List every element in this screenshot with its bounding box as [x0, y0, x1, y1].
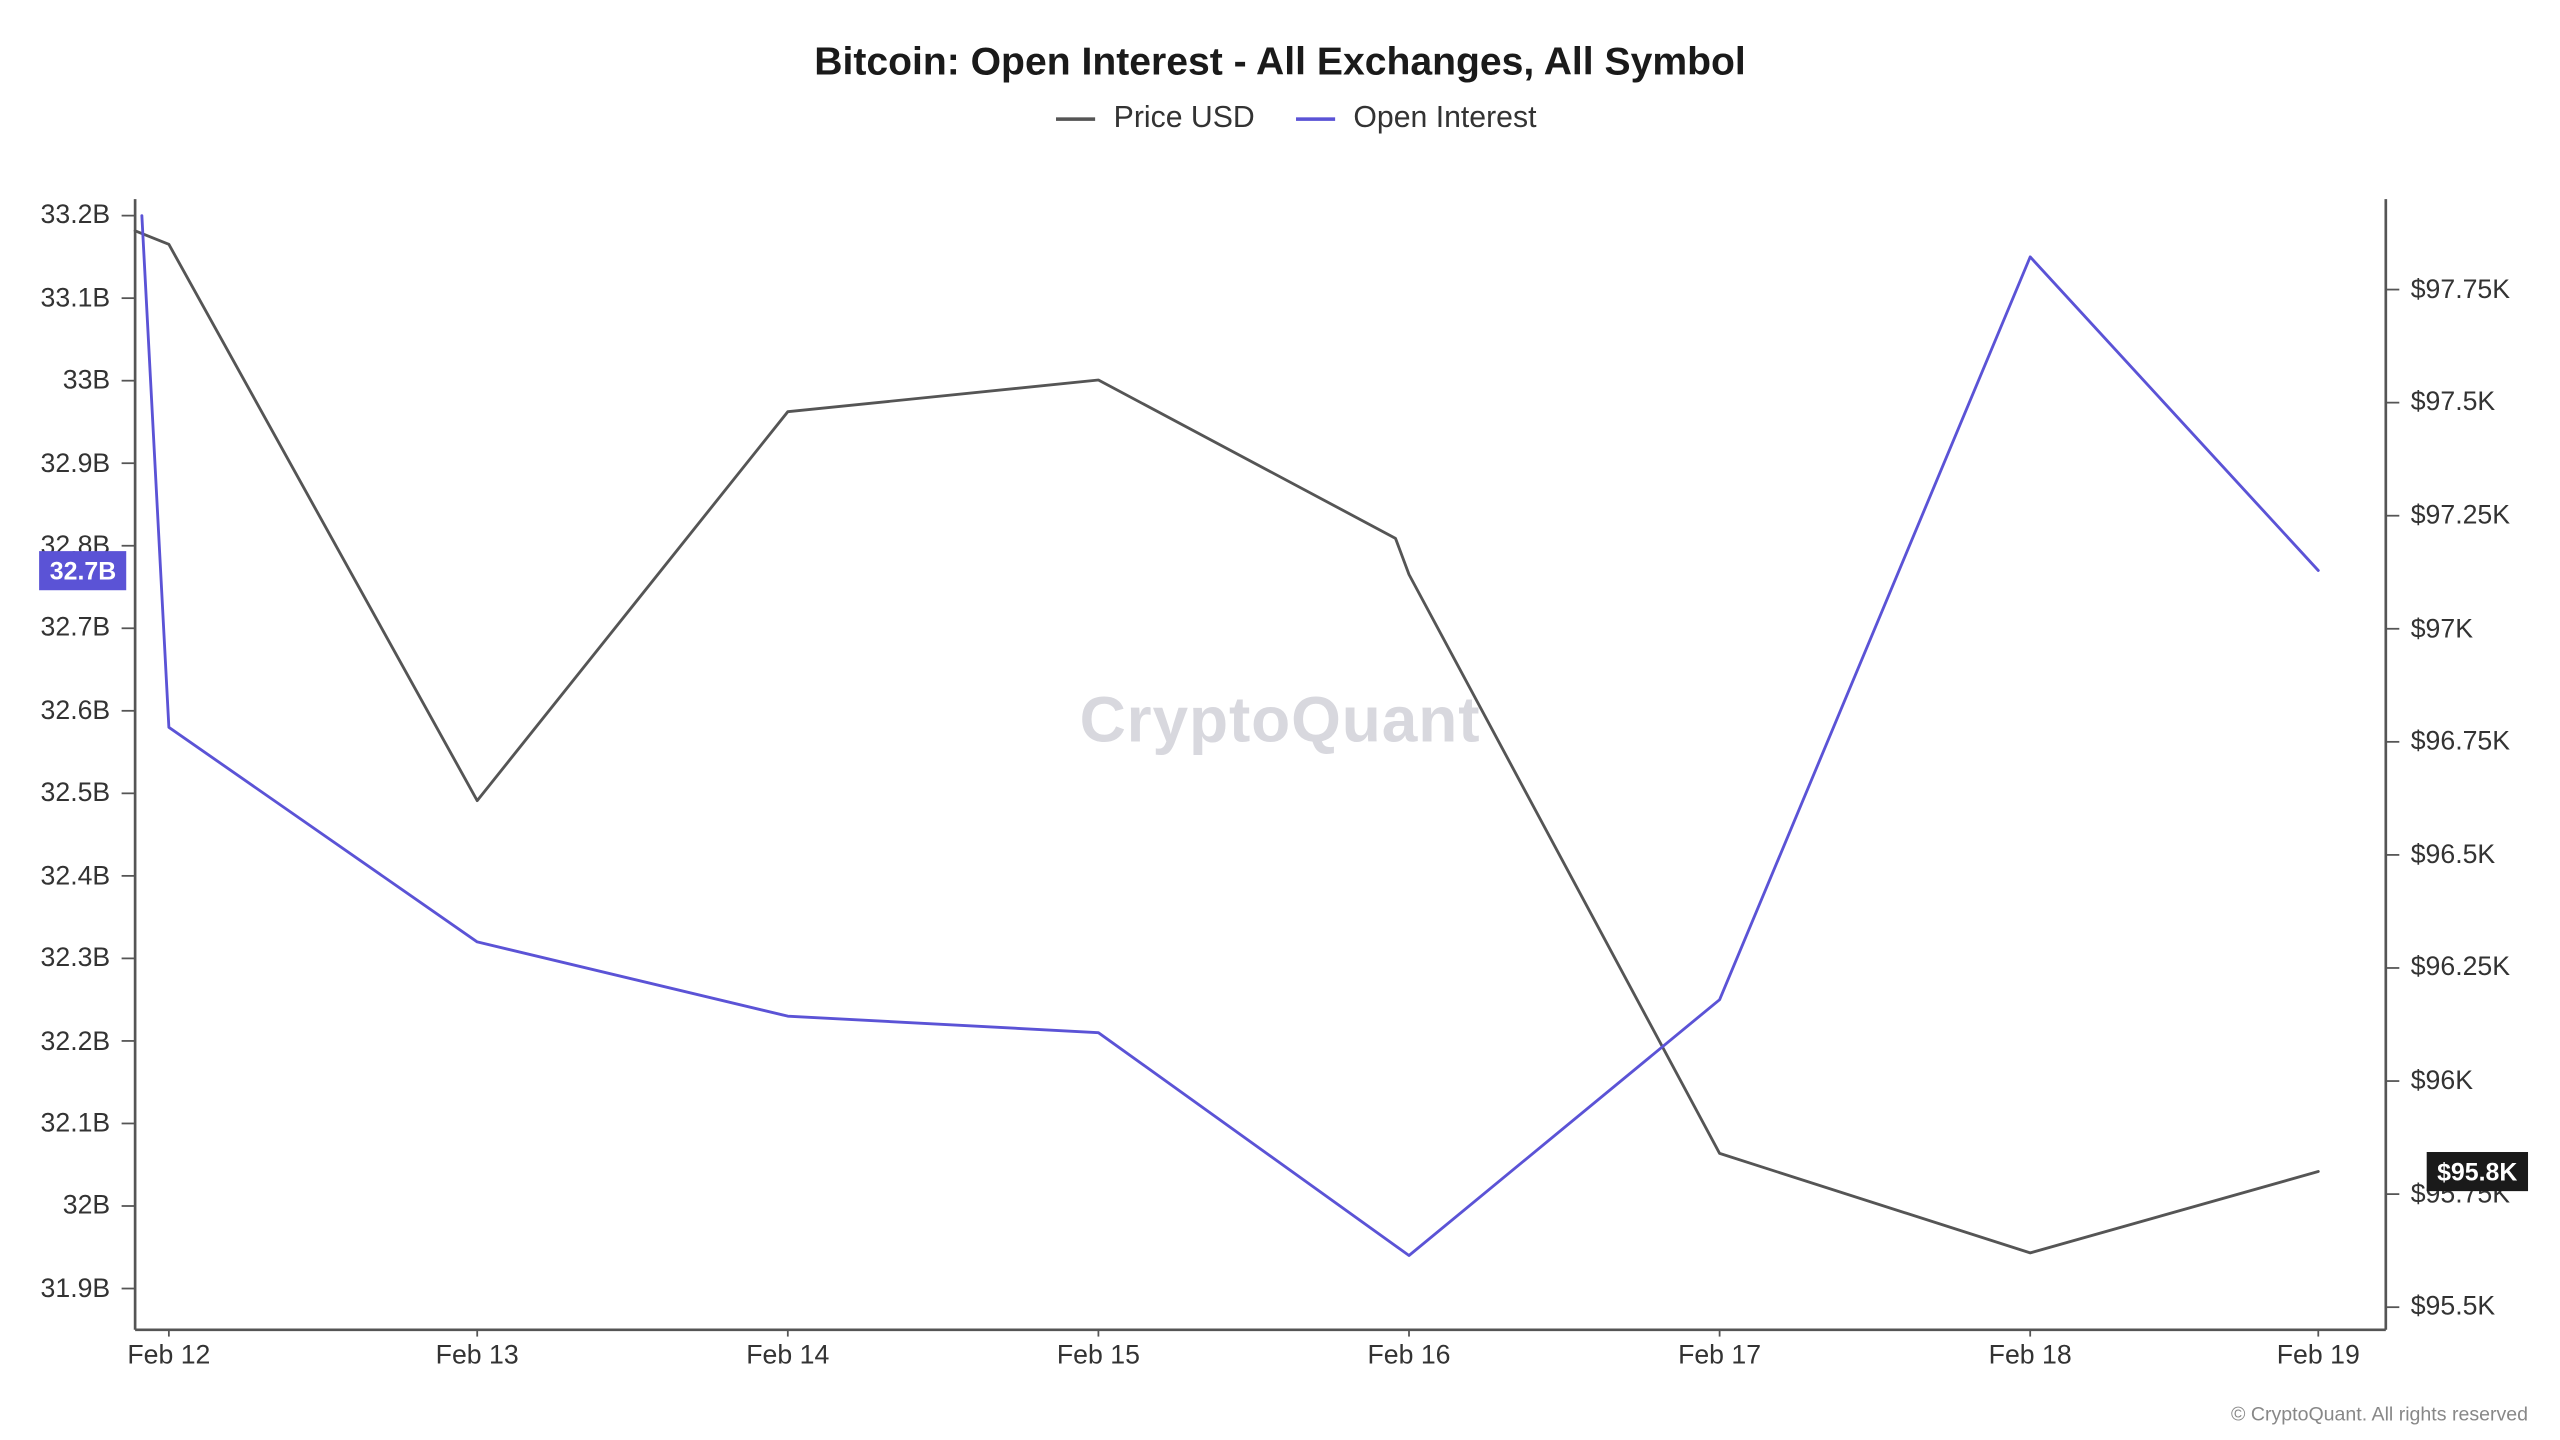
y-right-tick: $97K [2411, 614, 2473, 644]
series-open-interest [142, 216, 2318, 1256]
y-left-tick: 32.2B [41, 1026, 111, 1056]
badge-right-label: $95.8K [2437, 1157, 2517, 1185]
y-left-tick: 32.1B [41, 1108, 111, 1138]
y-right-tick: $96.25K [2411, 953, 2510, 983]
legend-label-oi: Open Interest [1353, 100, 1536, 134]
y-left-tick: 32.9B [41, 448, 111, 478]
y-left-tick: 32.6B [41, 696, 111, 726]
legend-label-price: Price USD [1114, 100, 1255, 134]
badge-left-label: 32.7B [50, 556, 116, 584]
y-left-current-badge: 32.7B [39, 551, 127, 590]
y-left-tick: 33.1B [41, 283, 111, 313]
y-right-current-badge: $95.8K [2426, 1152, 2528, 1191]
legend-swatch-oi [1295, 116, 1334, 120]
y-left-tick: 31.9B [41, 1273, 111, 1303]
x-tick: Feb 17 [1678, 1340, 1761, 1370]
x-tick: Feb 18 [1989, 1340, 2072, 1370]
x-tick: Feb 12 [127, 1340, 210, 1370]
y-left-tick: 32.4B [41, 861, 111, 891]
y-right-tick: $97.5K [2411, 388, 2496, 418]
chart-svg [135, 199, 2386, 1330]
chart-title: Bitcoin: Open Interest - All Exchanges, … [0, 39, 2560, 85]
x-tick: Feb 14 [746, 1340, 829, 1370]
x-tick: Feb 15 [1057, 1340, 1140, 1370]
x-tick: Feb 13 [436, 1340, 519, 1370]
y-left-tick: 32.3B [41, 943, 111, 973]
y-left-tick: 33B [63, 366, 110, 396]
x-tick: Feb 19 [2277, 1340, 2360, 1370]
y-left-tick: 32.5B [41, 778, 111, 808]
y-right-tick: $95.5K [2411, 1292, 2496, 1322]
copyright-text: © CryptoQuant. All rights reserved [2231, 1404, 2528, 1425]
y-left-tick: 33.2B [41, 201, 111, 231]
y-right-tick: $96K [2411, 1066, 2473, 1096]
plot-area [135, 199, 2386, 1330]
y-left-tick: 32B [63, 1191, 110, 1221]
x-tick: Feb 16 [1367, 1340, 1450, 1370]
series-price-usd [135, 231, 2318, 1253]
y-right-tick: $97.75K [2411, 274, 2510, 304]
y-right-tick: $97.25K [2411, 501, 2510, 531]
chart-legend: Price USD Open Interest [0, 100, 2560, 136]
x-axis: Feb 12Feb 13Feb 14Feb 15Feb 16Feb 17Feb … [135, 1340, 2386, 1379]
chart-container: Bitcoin: Open Interest - All Exchanges, … [0, 0, 2560, 1440]
y-axis-left: 31.9B 32B 32.1B 32.2B 32.3B 32.4B 32.5B 32.6B 32… [0, 199, 124, 1330]
legend-swatch-price [1055, 116, 1094, 120]
y-right-tick: $96.5K [2411, 840, 2496, 870]
y-right-tick: $96.75K [2411, 727, 2510, 757]
y-left-tick: 32.7B [41, 613, 111, 643]
